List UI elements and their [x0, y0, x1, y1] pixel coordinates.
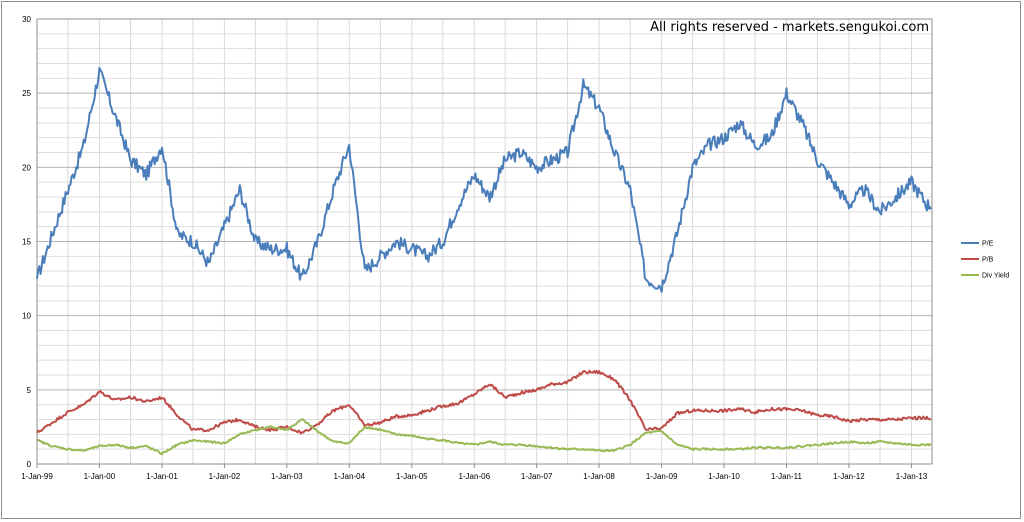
legend-label: P/E [982, 241, 994, 248]
x-tick-label: 1-Jan-13 [896, 472, 928, 481]
y-tick-label: 20 [22, 163, 31, 172]
x-tick-label: 1-Jan-10 [708, 472, 740, 481]
legend-label: Div Yield [982, 273, 1009, 280]
x-tick-label: 1-Jan-00 [84, 472, 116, 481]
x-tick-label: 1-Jan-99 [21, 472, 53, 481]
x-tick-label: 1-Jan-11 [771, 472, 803, 481]
x-tick-label: 1-Jan-05 [396, 472, 428, 481]
y-tick-label: 15 [22, 238, 31, 247]
legend-label: P/B [982, 257, 994, 264]
x-tick-label: 1-Jan-07 [521, 472, 553, 481]
y-tick-label: 30 [22, 15, 31, 24]
y-tick-label: 25 [22, 89, 31, 98]
series-line-div-yield [36, 418, 932, 456]
x-tick-label: 1-Jan-12 [833, 472, 865, 481]
y-tick-label: 5 [27, 386, 32, 395]
x-tick-label: 1-Jan-02 [209, 472, 241, 481]
series-line-p-b [36, 369, 932, 435]
x-tick-label: 1-Jan-09 [646, 472, 678, 481]
x-tick-label: 1-Jan-03 [271, 472, 303, 481]
series-line-p-e [36, 67, 932, 293]
x-tick-label: 1-Jan-01 [146, 472, 178, 481]
y-tick-label: 0 [27, 460, 32, 469]
x-tick-label: 1-Jan-06 [458, 472, 490, 481]
plot-area [36, 18, 933, 465]
y-tick-label: 10 [22, 312, 31, 321]
x-tick-label: 1-Jan-04 [333, 472, 365, 481]
x-tick-label: 1-Jan-08 [583, 472, 615, 481]
watermark-text: All rights reserved - markets.sengukoi.c… [650, 20, 929, 35]
